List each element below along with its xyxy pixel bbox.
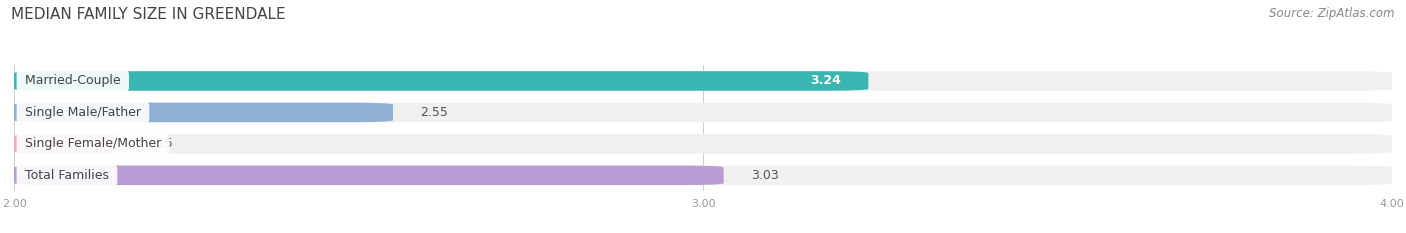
FancyBboxPatch shape: [14, 71, 869, 91]
Text: 2.55: 2.55: [420, 106, 449, 119]
Text: Single Female/Mother: Single Female/Mother: [21, 137, 165, 150]
Text: 3.03: 3.03: [751, 169, 779, 182]
FancyBboxPatch shape: [14, 166, 1392, 185]
FancyBboxPatch shape: [14, 103, 392, 122]
FancyBboxPatch shape: [14, 134, 117, 154]
Text: 3.24: 3.24: [810, 75, 841, 87]
Text: 2.15: 2.15: [145, 137, 173, 150]
Text: Total Families: Total Families: [21, 169, 112, 182]
Text: Married-Couple: Married-Couple: [21, 75, 125, 87]
Text: Single Male/Father: Single Male/Father: [21, 106, 145, 119]
Text: Source: ZipAtlas.com: Source: ZipAtlas.com: [1270, 7, 1395, 20]
FancyBboxPatch shape: [14, 103, 1392, 122]
FancyBboxPatch shape: [14, 166, 724, 185]
Text: MEDIAN FAMILY SIZE IN GREENDALE: MEDIAN FAMILY SIZE IN GREENDALE: [11, 7, 285, 22]
FancyBboxPatch shape: [14, 71, 1392, 91]
FancyBboxPatch shape: [14, 134, 1392, 154]
